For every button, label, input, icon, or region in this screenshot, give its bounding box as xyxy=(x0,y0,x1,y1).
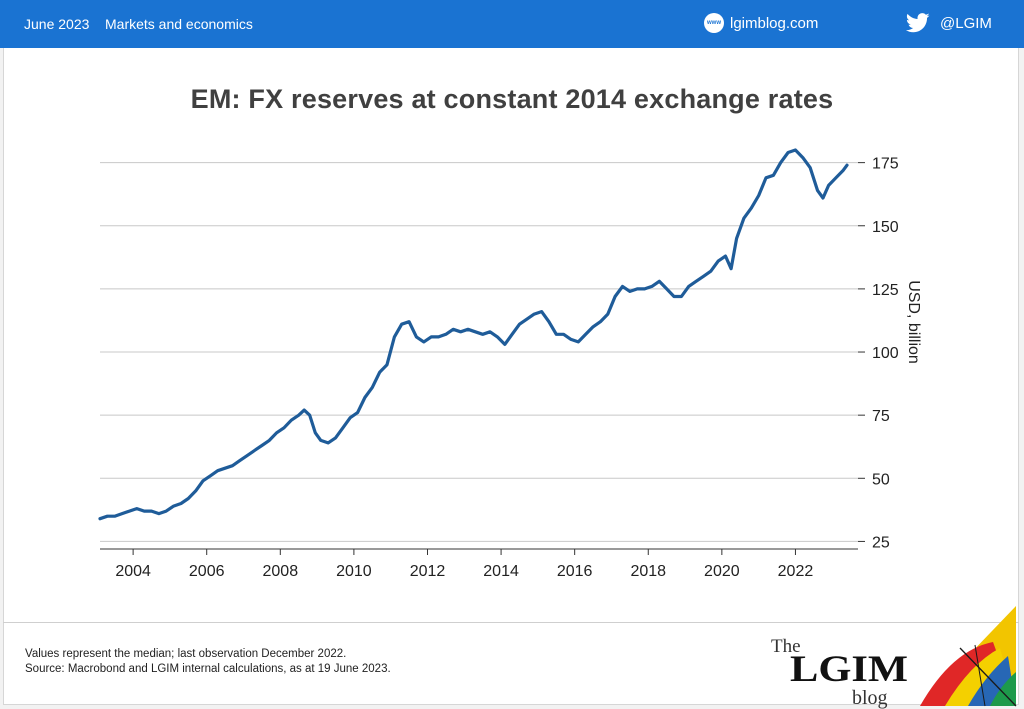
header-section-link[interactable]: Markets and economics xyxy=(105,16,253,32)
x-axis: 2004 2006 2008 2010 2012 2014 2016 2018 2020 2022 xyxy=(100,548,858,580)
header-bar: June 2023 Markets and economics www lgim… xyxy=(0,0,1024,48)
series-group xyxy=(98,148,849,521)
x-tick-label: 2018 xyxy=(630,563,666,580)
y-tick-label: 25 xyxy=(872,534,890,551)
gridlines xyxy=(100,162,858,542)
website-label: lgimblog.com xyxy=(730,14,819,32)
x-tick-label: 2010 xyxy=(336,563,372,580)
x-tick-label: 2016 xyxy=(557,563,593,580)
y-tick-label: 175 xyxy=(872,156,899,173)
x-tick-label: 2004 xyxy=(115,563,151,580)
y-tick-label: 50 xyxy=(872,471,890,488)
y-tick-label: 100 xyxy=(872,345,899,362)
line-chart: 2004 2006 2008 2010 2012 2014 2016 2018 2020 2022… xyxy=(98,148,922,580)
series-line xyxy=(98,148,849,521)
x-tick-label: 2008 xyxy=(263,563,299,580)
logo-blog: blog xyxy=(852,687,888,709)
footer-notes: Values represent the median; last observ… xyxy=(25,647,391,677)
y-axis-label: USD, billion xyxy=(905,280,922,364)
y-tick-label: 75 xyxy=(872,408,890,425)
twitter-icon xyxy=(906,13,930,33)
footer-note: Values represent the median; last observ… xyxy=(25,648,347,660)
x-tick-label: 2014 xyxy=(483,563,519,580)
x-tick-label: 2006 xyxy=(189,563,225,580)
header-date: June 2023 xyxy=(24,16,90,32)
website-link[interactable]: www lgimblog.com xyxy=(704,13,818,33)
logo-the: The xyxy=(771,636,801,657)
y-axis: 25 50 75 100 125 150 175 xyxy=(858,156,899,551)
page-frame xyxy=(3,3,1019,705)
umbrella-icon xyxy=(920,606,1017,707)
footer-source: Source: Macrobond and LGIM internal calc… xyxy=(25,663,391,675)
twitter-handle: @LGIM xyxy=(940,14,992,32)
x-tick-label: 2022 xyxy=(778,563,814,580)
footer-divider xyxy=(3,622,1019,623)
x-tick-label: 2020 xyxy=(704,563,740,580)
logo-brand: LGIM xyxy=(790,649,908,690)
globe-icon: www xyxy=(704,13,724,33)
x-tick-label: 2012 xyxy=(410,563,446,580)
y-tick-label: 150 xyxy=(872,219,899,236)
chart-title: EM: FX reserves at constant 2014 exchang… xyxy=(190,84,834,114)
y-tick-label: 125 xyxy=(872,282,899,299)
twitter-link[interactable]: @LGIM xyxy=(906,13,992,33)
